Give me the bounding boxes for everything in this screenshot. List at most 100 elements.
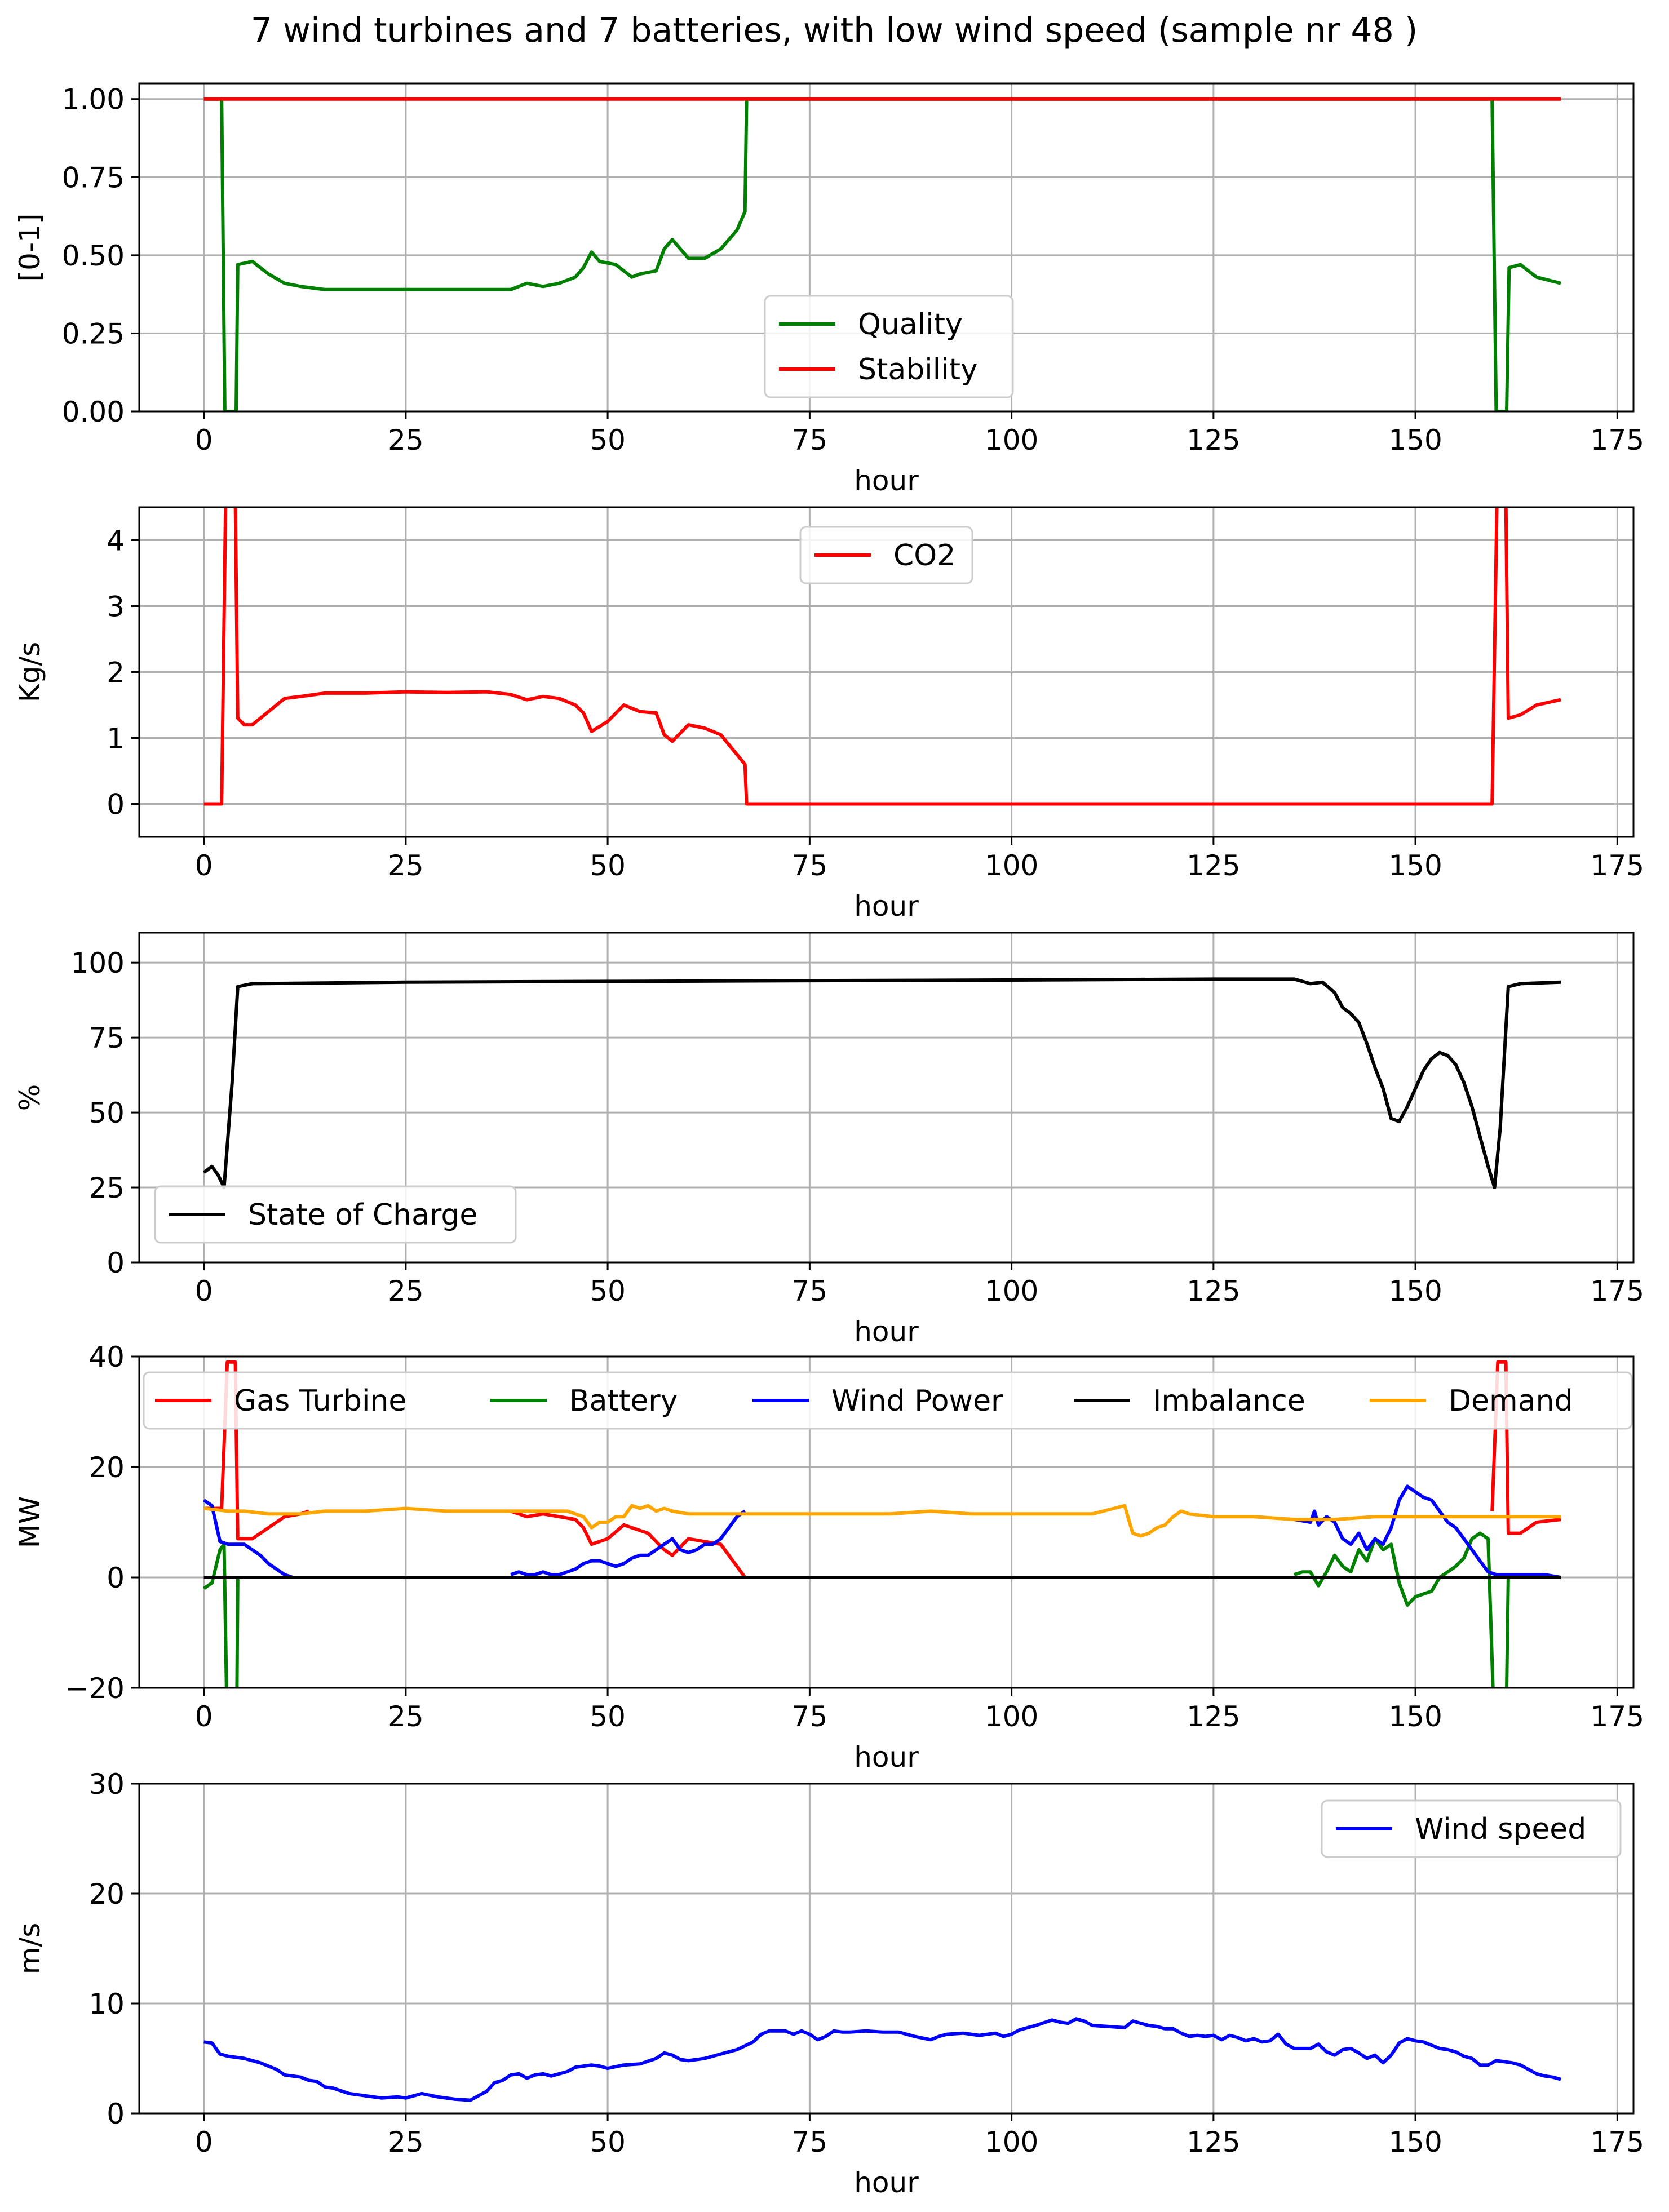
- y-tick-label: 0: [107, 1562, 125, 1594]
- legend-label-gas-turbine: Gas Turbine: [234, 1384, 406, 1418]
- series-line-demand: [203, 1504, 1561, 1538]
- y-tick-label: 10: [88, 1988, 125, 2020]
- x-tick-label: 150: [1388, 424, 1442, 456]
- x-tick-label: 100: [985, 424, 1038, 456]
- legend-label-stability: Stability: [858, 353, 978, 387]
- panel-4: 0 25 50 75 100 125 150 175 −20 0 20 40 hour MW Gas Tur…: [14, 1341, 1644, 1774]
- panel-5: 0 25 50 75 100 125 150 175 0 10 20 30 hour m/s Wind sp…: [14, 1768, 1644, 2199]
- x-tick-label: 100: [985, 2126, 1038, 2158]
- y-tick-label: 25: [88, 1172, 125, 1204]
- legend: CO2: [799, 526, 973, 584]
- x-tick-label: 75: [792, 849, 828, 882]
- x-tick-label: 100: [985, 1275, 1038, 1307]
- axes-frame: [138, 1355, 1635, 1689]
- y-axis-label: [0-1]: [14, 214, 46, 282]
- x-axis-label: hour: [854, 464, 919, 497]
- x-axis-label: hour: [854, 2166, 919, 2199]
- legend-label-co2: CO2: [893, 539, 955, 573]
- series-line-co2: [203, 507, 1561, 806]
- legend-label-imbalance: Imbalance: [1153, 1384, 1305, 1418]
- legend: Quality Stability: [764, 295, 1014, 398]
- x-tick-label: 75: [792, 1700, 828, 1733]
- axes-frame: [138, 1783, 1635, 2115]
- x-tick-label: 50: [590, 1700, 626, 1733]
- x-tick-label: 125: [1187, 849, 1240, 882]
- panel-3: 0 25 50 75 100 125 150 175 0 25 50 75 100 hour% State …: [14, 932, 1644, 1348]
- x-axis-label: hour: [854, 1741, 919, 1774]
- legend-frame: [799, 526, 973, 584]
- series-line-battery: [1505, 1576, 1521, 1688]
- y-tick-label: −20: [65, 1672, 125, 1705]
- series-line-gas-turbine: [1490, 1360, 1561, 1535]
- x-tick-label: 0: [195, 424, 213, 456]
- legend-frame: [1321, 1799, 1622, 1858]
- legend-label-battery: Battery: [569, 1384, 678, 1418]
- axes-frame: [138, 932, 1635, 1264]
- y-tick-label: 0.00: [62, 396, 125, 428]
- y-axis-label: %: [14, 1084, 46, 1111]
- series-group: [203, 97, 1561, 411]
- y-tick-label: 0.50: [62, 240, 125, 272]
- y-tick-label: 40: [88, 1341, 125, 1373]
- legend-frame: [764, 295, 1014, 398]
- series-line-wind-power: [1294, 1484, 1561, 1579]
- x-tick-label: 50: [590, 849, 626, 882]
- y-tick-label: 1.00: [62, 83, 125, 116]
- x-tick-label: 100: [985, 1700, 1038, 1733]
- x-tick-label: 50: [590, 2126, 626, 2158]
- series-line-wind-power: [202, 1499, 309, 1579]
- y-tick-label: 3: [107, 591, 125, 623]
- y-tick-label: 1: [107, 722, 125, 755]
- x-tick-label: 150: [1388, 1700, 1442, 1733]
- x-tick-label: 50: [590, 424, 626, 456]
- y-tick-label: 100: [71, 947, 125, 979]
- y-tick-label: 0: [107, 1247, 125, 1279]
- x-tick-label: 25: [388, 1275, 424, 1307]
- series-line-state-of-charge: [202, 977, 1561, 1189]
- y-tick-label: 4: [107, 525, 125, 557]
- x-tick-label: 25: [388, 1700, 424, 1733]
- x-tick-label: 175: [1591, 2126, 1644, 2158]
- series-group: [203, 507, 1561, 806]
- x-tick-label: 75: [792, 424, 828, 456]
- legend-label-wind-speed: Wind speed: [1415, 1812, 1586, 1846]
- x-tick-label: 100: [985, 849, 1038, 882]
- legend: Wind speed: [1321, 1799, 1622, 1858]
- panel-2: 0 25 50 75 100 125 150 175 0 1 2 3 4 hour Kg/s CO2: [14, 506, 1644, 923]
- x-tick-label: 125: [1187, 1275, 1240, 1307]
- series-line-wind-speed: [203, 2017, 1561, 2102]
- y-tick-label: 0.75: [62, 161, 125, 194]
- panel-1: 0 25 50 75 100 125 150 175 0.00 0.25 0.50 0.75 1.00 h…: [14, 82, 1644, 497]
- legend-label-state-of-charge: State of Charge: [248, 1198, 477, 1232]
- y-axis-label: Kg/s: [14, 642, 46, 702]
- x-axis-label: hour: [854, 890, 919, 923]
- x-tick-label: 0: [195, 2126, 213, 2158]
- x-tick-label: 25: [388, 424, 424, 456]
- x-tick-label: 175: [1591, 849, 1644, 882]
- series-line-battery: [202, 1542, 228, 1688]
- x-tick-label: 125: [1187, 424, 1240, 456]
- x-tick-label: 150: [1388, 1275, 1442, 1307]
- y-axis-label: m/s: [14, 1923, 46, 1975]
- x-tick-label: 25: [388, 2126, 424, 2158]
- x-tick-label: 0: [195, 849, 213, 882]
- y-tick-label: 75: [88, 1022, 125, 1054]
- legend: Gas Turbine Battery Wind Power Imbalance Dem…: [143, 1371, 1633, 1430]
- legend-label-demand: Demand: [1449, 1384, 1573, 1418]
- x-tick-label: 125: [1187, 1700, 1240, 1733]
- series-group: [202, 1360, 1561, 1688]
- y-tick-label: 0.25: [62, 317, 125, 350]
- x-tick-label: 25: [388, 849, 424, 882]
- axes-frame: [138, 82, 1635, 413]
- series-line-battery: [1294, 1531, 1495, 1688]
- series-line-battery: [235, 1576, 253, 1688]
- legend-frame: [154, 1185, 517, 1244]
- x-tick-label: 150: [1388, 849, 1442, 882]
- x-tick-label: 175: [1591, 1700, 1644, 1733]
- legend-frame: [143, 1371, 1633, 1430]
- y-tick-label: 20: [88, 1451, 125, 1484]
- y-tick-label: 0: [107, 2098, 125, 2130]
- x-tick-label: 0: [195, 1700, 213, 1733]
- y-tick-label: 50: [88, 1097, 125, 1129]
- series-group: [203, 2017, 1561, 2102]
